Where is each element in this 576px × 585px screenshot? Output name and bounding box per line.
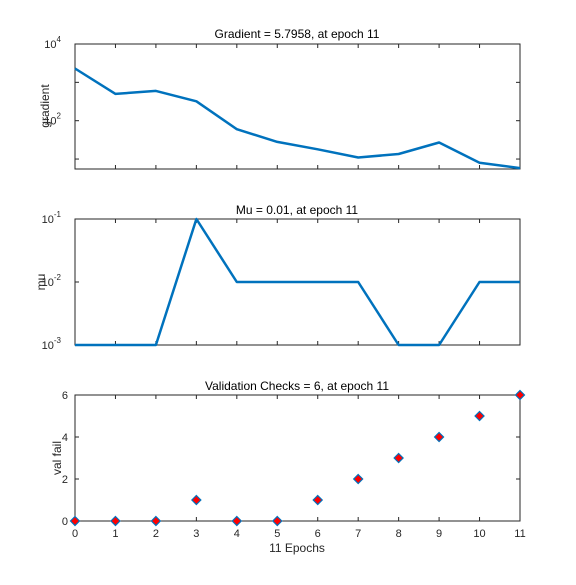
- gradient-ylabel: gradient: [38, 84, 52, 128]
- val-fail-point: [110, 515, 121, 527]
- gradient-ytick-exp: 4: [57, 35, 62, 44]
- val-fail-point: [393, 452, 404, 464]
- mu-series-line: [75, 217, 520, 347]
- mu-ytick-label: 10-1: [42, 210, 62, 226]
- val-fail-ytick-label: 0: [62, 516, 68, 528]
- epoch-xtick-label: 9: [436, 528, 442, 540]
- epoch-xtick-label: 10: [473, 528, 485, 540]
- mu-ytick-exp: -2: [54, 273, 62, 282]
- gradient-ytick-base: 10: [44, 116, 56, 128]
- epoch-xtick-label: 5: [274, 528, 280, 540]
- gradient-title: Gradient = 5.7958, at epoch 11: [215, 27, 380, 41]
- epoch-xtick-label: 8: [396, 528, 402, 540]
- mu-ytick-base: 10: [42, 277, 54, 289]
- val-fail-ytick-labels: 0 2 4 6: [62, 390, 68, 528]
- mu-panel: Mu = 0.01, at epoch 11 10-310-210-1 mu: [34, 203, 521, 352]
- mu-ytick-label: 10-2: [42, 273, 62, 289]
- val-fail-point: [312, 494, 324, 506]
- mu-ytick-labels: 10-310-210-1: [42, 210, 62, 352]
- epoch-xtick-label: 1: [112, 528, 118, 540]
- val-fail-point: [271, 515, 283, 527]
- val-fail-title: Validation Checks = 6, at epoch 11: [205, 379, 389, 393]
- val-fail-point: [352, 473, 364, 485]
- val-fail-point: [514, 389, 526, 401]
- val-fail-point: [150, 515, 162, 527]
- epoch-xtick-label: 6: [315, 528, 321, 540]
- mu-ytick-label: 10-3: [42, 336, 62, 352]
- val-fail-ylabel: val fail: [50, 441, 64, 475]
- mu-ytick-base: 10: [42, 340, 54, 352]
- val-fail-panel: Validation Checks = 6, at epoch 11 0246 …: [50, 379, 526, 555]
- mu-title: Mu = 0.01, at epoch 11: [236, 203, 359, 217]
- epoch-xtick-label: 3: [193, 528, 199, 540]
- epoch-xtick-label: 7: [355, 528, 361, 540]
- mu-ylabel: mu: [34, 274, 48, 291]
- gradient-ytick-label: 104: [44, 35, 61, 51]
- epoch-xtick-label: 0: [72, 528, 78, 540]
- val-fail-point: [231, 515, 243, 527]
- val-fail-point: [191, 494, 202, 506]
- gradient-series-line: [74, 67, 521, 170]
- epoch-xtick-label: 4: [234, 528, 240, 540]
- val-fail-ytick-label: 4: [62, 432, 68, 444]
- val-fail-point: [69, 515, 81, 527]
- mu-ytick-base: 10: [42, 214, 54, 226]
- mu-ytick-exp: -3: [54, 336, 62, 345]
- val-fail-axes: [74, 394, 521, 522]
- gradient-ytick-label: 102: [44, 112, 61, 128]
- gradient-axes: [74, 43, 521, 170]
- val-fail-point: [433, 431, 445, 443]
- gradient-ytick-base: 10: [44, 39, 56, 51]
- val-fail-ytick-label: 6: [62, 390, 68, 402]
- val-fail-ytick-label: 2: [62, 474, 68, 486]
- val-fail-point: [474, 410, 485, 422]
- mu-ytick-exp: -1: [54, 210, 62, 219]
- epochs-xlabel: 11 Epochs: [269, 541, 325, 555]
- epoch-xtick-label: 2: [153, 528, 159, 540]
- val-fail-xtick-labels: 0 1 2 3 4 5 6 7 8 9 10 11: [72, 528, 526, 540]
- gradient-ytick-exp: 2: [57, 112, 62, 121]
- epoch-xtick-label: 11: [514, 528, 525, 540]
